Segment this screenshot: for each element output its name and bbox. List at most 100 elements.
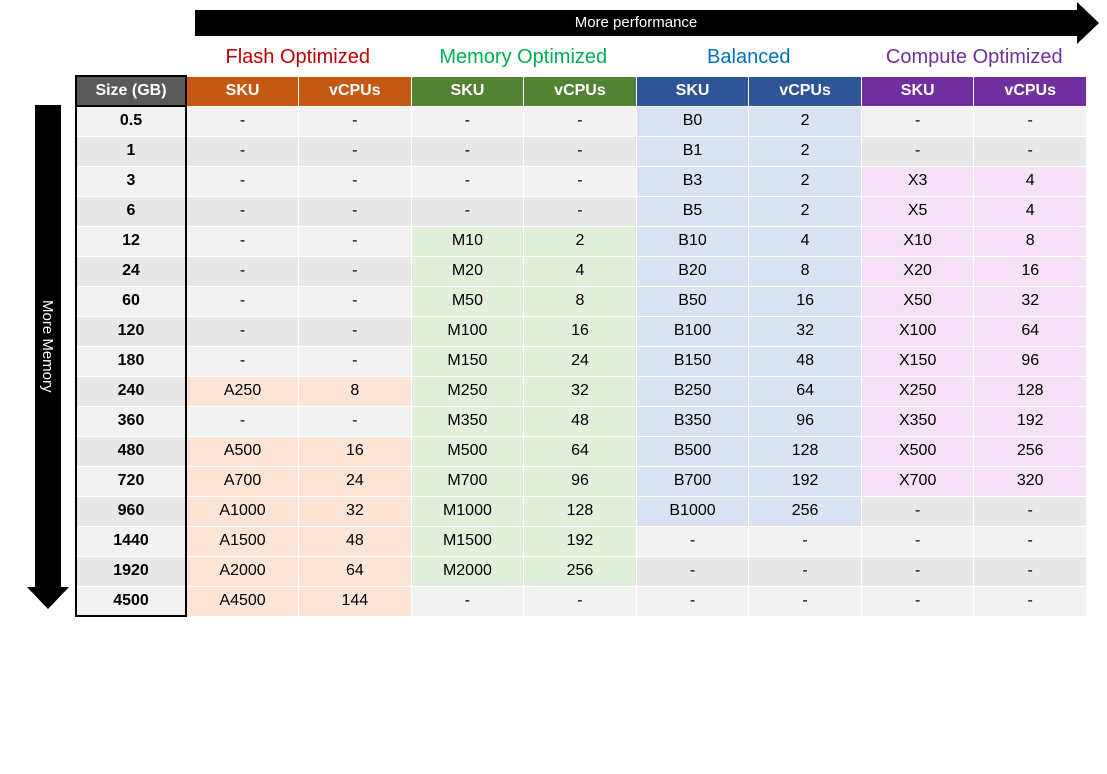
flash-vcpu-cell: 144 (299, 586, 412, 616)
col-header: SKU (636, 76, 749, 106)
memory-sku-cell: M10 (411, 226, 524, 256)
table-row: 0.5----B02-- (76, 106, 1087, 136)
col-header: vCPUs (749, 76, 862, 106)
balanced-sku-cell: B150 (636, 346, 749, 376)
col-size-header: Size (GB) (76, 76, 186, 106)
tier-title-flash: Flash Optimized (185, 44, 411, 71)
memory-vcpu-cell: - (524, 136, 637, 166)
table-row: 12--M102B104X108 (76, 226, 1087, 256)
compute-vcpu-cell: 4 (974, 196, 1087, 226)
memory-sku-cell: - (411, 586, 524, 616)
table-row: 3----B32X34 (76, 166, 1087, 196)
balanced-vcpu-cell: 32 (749, 316, 862, 346)
compute-vcpu-cell: 256 (974, 436, 1087, 466)
compute-vcpu-cell: 192 (974, 406, 1087, 436)
balanced-sku-cell: B10 (636, 226, 749, 256)
balanced-vcpu-cell: 16 (749, 286, 862, 316)
compute-sku-cell: X250 (861, 376, 974, 406)
memory-sku-cell: - (411, 166, 524, 196)
balanced-vcpu-cell: 4 (749, 226, 862, 256)
compute-sku-cell: X10 (861, 226, 974, 256)
compute-sku-cell: X5 (861, 196, 974, 226)
memory-sku-cell: M1000 (411, 496, 524, 526)
compute-sku-cell: X500 (861, 436, 974, 466)
flash-vcpu-cell: 8 (299, 376, 412, 406)
compute-sku-cell: X700 (861, 466, 974, 496)
table-row: 60--M508B5016X5032 (76, 286, 1087, 316)
memory-sku-cell: M20 (411, 256, 524, 286)
compute-vcpu-cell: 32 (974, 286, 1087, 316)
sku-table: Size (GB) SKUvCPUsSKUvCPUsSKUvCPUsSKUvCP… (75, 75, 1087, 617)
flash-vcpu-cell: 16 (299, 436, 412, 466)
col-header: SKU (411, 76, 524, 106)
compute-vcpu-cell: - (974, 526, 1087, 556)
tier-titles-row: Flash Optimized Memory Optimized Balance… (75, 42, 1087, 75)
flash-vcpu-cell: - (299, 406, 412, 436)
memory-sku-cell: M100 (411, 316, 524, 346)
balanced-vcpu-cell: 64 (749, 376, 862, 406)
memory-sku-cell: M2000 (411, 556, 524, 586)
memory-sku-cell: - (411, 196, 524, 226)
balanced-vcpu-cell: - (749, 556, 862, 586)
size-cell: 0.5 (76, 106, 186, 136)
table-row: 1440A150048M1500192---- (76, 526, 1087, 556)
compute-sku-cell: - (861, 136, 974, 166)
size-cell: 6 (76, 196, 186, 226)
compute-sku-cell: X50 (861, 286, 974, 316)
axis-more-memory: More Memory (35, 105, 61, 587)
size-cell: 12 (76, 226, 186, 256)
flash-vcpu-cell: 64 (299, 556, 412, 586)
size-cell: 240 (76, 376, 186, 406)
memory-vcpu-cell: 16 (524, 316, 637, 346)
compute-sku-cell: - (861, 526, 974, 556)
balanced-vcpu-cell: 2 (749, 106, 862, 136)
flash-sku-cell: - (186, 136, 299, 166)
memory-vcpu-cell: 96 (524, 466, 637, 496)
flash-vcpu-cell: 32 (299, 496, 412, 526)
col-header: vCPUs (299, 76, 412, 106)
compute-sku-cell: X150 (861, 346, 974, 376)
compute-sku-cell: X20 (861, 256, 974, 286)
memory-sku-cell: M1500 (411, 526, 524, 556)
size-cell: 360 (76, 406, 186, 436)
balanced-vcpu-cell: 128 (749, 436, 862, 466)
balanced-sku-cell: B500 (636, 436, 749, 466)
size-cell: 1 (76, 136, 186, 166)
memory-vcpu-cell: 256 (524, 556, 637, 586)
balanced-sku-cell: B700 (636, 466, 749, 496)
compute-vcpu-cell: - (974, 496, 1087, 526)
compute-sku-cell: X350 (861, 406, 974, 436)
col-header: SKU (186, 76, 299, 106)
compute-sku-cell: X3 (861, 166, 974, 196)
flash-sku-cell: - (186, 406, 299, 436)
balanced-sku-cell: B20 (636, 256, 749, 286)
flash-vcpu-cell: - (299, 106, 412, 136)
balanced-sku-cell: B250 (636, 376, 749, 406)
memory-vcpu-cell: 192 (524, 526, 637, 556)
flash-sku-cell: - (186, 286, 299, 316)
flash-vcpu-cell: - (299, 256, 412, 286)
size-cell: 24 (76, 256, 186, 286)
memory-sku-cell: M250 (411, 376, 524, 406)
balanced-sku-cell: B5 (636, 196, 749, 226)
compute-sku-cell: - (861, 496, 974, 526)
table-row: 720A70024M70096B700192X700320 (76, 466, 1087, 496)
size-cell: 960 (76, 496, 186, 526)
memory-sku-cell: - (411, 106, 524, 136)
compute-vcpu-cell: 64 (974, 316, 1087, 346)
balanced-vcpu-cell: 2 (749, 136, 862, 166)
memory-sku-cell: M350 (411, 406, 524, 436)
balanced-sku-cell: B1 (636, 136, 749, 166)
compute-vcpu-cell: 96 (974, 346, 1087, 376)
memory-vcpu-cell: 64 (524, 436, 637, 466)
balanced-vcpu-cell: 48 (749, 346, 862, 376)
compute-sku-cell: - (861, 106, 974, 136)
compute-vcpu-cell: - (974, 136, 1087, 166)
flash-vcpu-cell: 24 (299, 466, 412, 496)
balanced-sku-cell: B50 (636, 286, 749, 316)
size-cell: 480 (76, 436, 186, 466)
table-row: 1----B12-- (76, 136, 1087, 166)
flash-vcpu-cell: - (299, 316, 412, 346)
memory-vcpu-cell: 4 (524, 256, 637, 286)
table-row: 960A100032M1000128B1000256-- (76, 496, 1087, 526)
